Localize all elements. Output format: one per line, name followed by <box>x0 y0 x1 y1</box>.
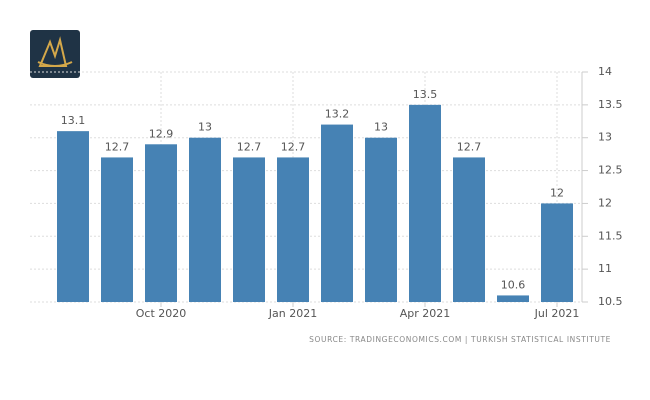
y-tick-label: 11 <box>598 262 612 275</box>
x-tick-label: Jan 2021 <box>268 307 317 320</box>
value-label: 12.9 <box>149 127 174 140</box>
bar <box>145 144 177 302</box>
bar <box>321 124 353 302</box>
bar <box>233 157 265 302</box>
y-tick-label: 12 <box>598 196 612 209</box>
bar <box>189 137 221 302</box>
y-tick-label: 12.5 <box>598 164 623 177</box>
bar <box>57 131 89 302</box>
source-note: SOURCE: TRADINGECONOMICS.COM | TURKISH S… <box>309 335 611 344</box>
bar <box>365 137 397 302</box>
bar <box>453 157 485 302</box>
y-tick-label: 13 <box>598 131 612 144</box>
value-label: 13.1 <box>61 114 86 127</box>
y-tick-label: 11.5 <box>598 229 623 242</box>
bar <box>409 104 441 302</box>
value-label: 13.2 <box>325 108 350 121</box>
bar <box>101 157 133 302</box>
bar <box>277 157 309 302</box>
value-label: 13 <box>198 121 212 134</box>
value-label: 13 <box>374 121 388 134</box>
bar <box>497 295 529 302</box>
x-tick-label: Jul 2021 <box>534 307 580 320</box>
x-tick-label: Apr 2021 <box>400 307 451 320</box>
value-label: 12.7 <box>237 140 262 153</box>
value-label: 12.7 <box>105 140 130 153</box>
value-label: 13.5 <box>413 88 438 101</box>
value-label: 12 <box>550 186 564 199</box>
logo <box>30 30 80 78</box>
y-tick-label: 14 <box>598 65 612 78</box>
value-label: 10.6 <box>501 278 526 291</box>
x-tick-label: Oct 2020 <box>136 307 187 320</box>
bar <box>541 203 573 302</box>
value-label: 12.7 <box>281 140 306 153</box>
value-label: 12.7 <box>457 140 482 153</box>
y-tick-label: 13.5 <box>598 98 623 111</box>
y-tick-label: 10.5 <box>598 295 623 308</box>
